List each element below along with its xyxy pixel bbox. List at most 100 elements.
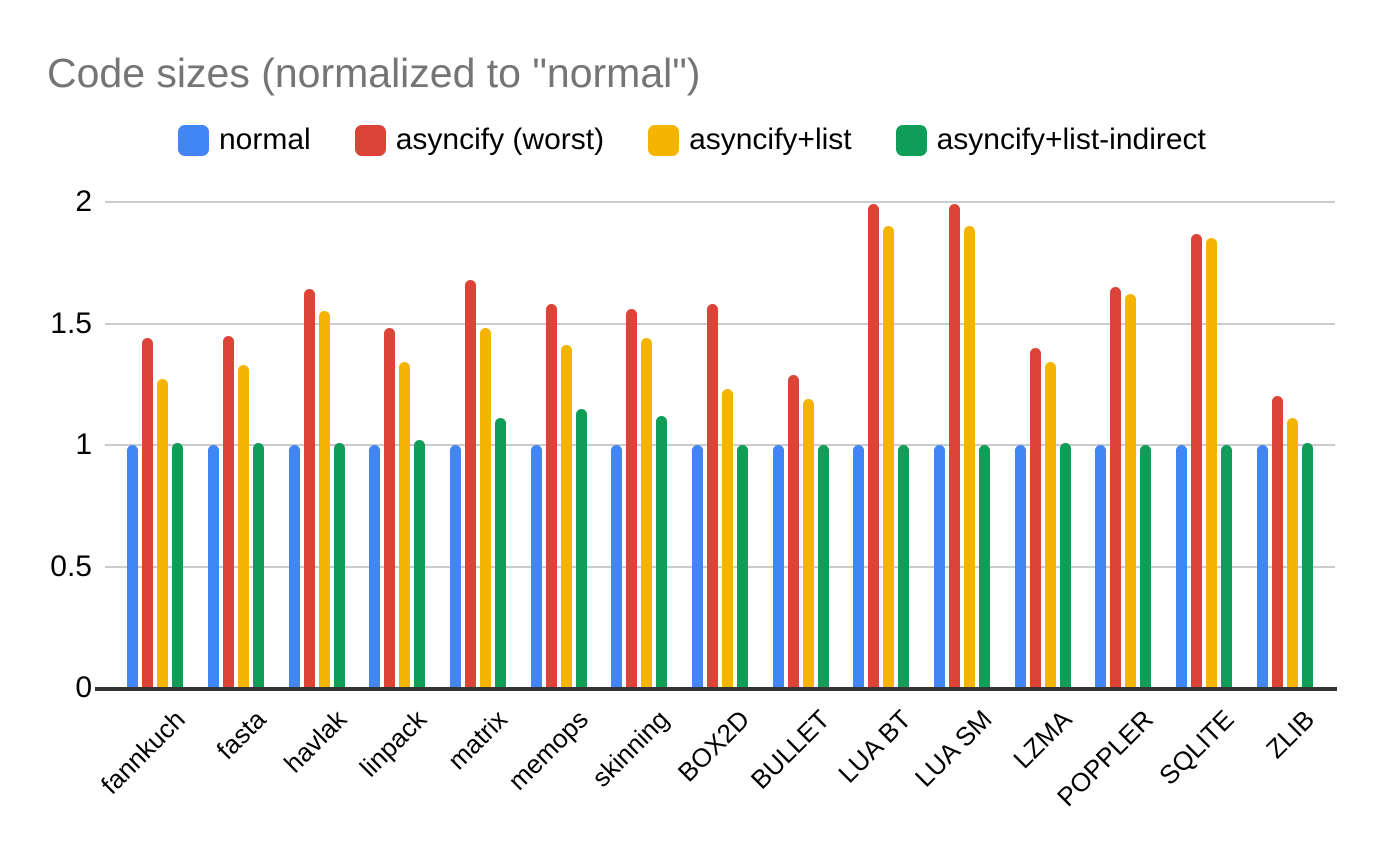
x-axis-category-label: memops: [502, 704, 594, 796]
bar-group: LUA BT: [832, 202, 922, 789]
x-axis-category-label: BULLET: [745, 704, 836, 795]
x-axis-category-label: fasta: [210, 704, 272, 766]
bar-asyncify+list-indirect: [817, 445, 829, 688]
legend-swatch-2: [354, 124, 386, 156]
bar-group: LZMA: [1002, 202, 1083, 774]
bar-asyncify+list: [1044, 362, 1056, 688]
bar-asyncify+list-indirect: [495, 418, 507, 688]
chart-title: Code sizes (normalized to "normal"): [47, 50, 701, 96]
bar-asyncify-worst-: [465, 279, 477, 688]
legend-label: normal: [219, 123, 311, 156]
bar-normal: [127, 445, 139, 688]
bar-normal: [772, 445, 784, 688]
gridline: [105, 565, 1335, 568]
bar-asyncify+list-indirect: [575, 408, 587, 688]
bar-asyncify+list: [1206, 238, 1218, 688]
bar-normal: [692, 445, 704, 688]
legend-label: asyncify+list: [689, 123, 852, 156]
x-axis-category-label: LZMA: [1007, 704, 1078, 775]
bar-asyncify+list: [480, 328, 492, 688]
bar-asyncify-worst-: [1110, 287, 1122, 688]
legend-item: normal: [178, 123, 311, 157]
bar-asyncify+list-indirect: [1059, 442, 1071, 688]
bar-asyncify+list-indirect: [1140, 445, 1152, 688]
y-axis-tick-label: 0: [75, 671, 92, 704]
bar-asyncify-worst-: [1029, 347, 1041, 688]
bar-asyncify+list-indirect: [656, 415, 668, 688]
bar-normal: [288, 445, 300, 688]
legend-item: asyncify (worst): [354, 123, 605, 157]
bar-asyncify-worst-: [384, 328, 396, 688]
bar-normal: [853, 445, 865, 688]
bar-groups: fannkuch fasta havlak linpack matrix memops sk…: [95, 202, 1325, 812]
bar-group: BULLET: [745, 202, 841, 795]
bar-asyncify-worst-: [142, 338, 154, 688]
bar-group: memops: [502, 202, 599, 796]
legend-swatch-3: [648, 124, 680, 156]
y-axis-tick-label: 1: [75, 428, 92, 461]
x-axis-category-label: havlak: [277, 704, 352, 779]
bar-normal: [450, 445, 462, 688]
gridline: [105, 444, 1335, 446]
bar-normal: [1014, 445, 1026, 688]
bar-asyncify+list: [722, 389, 734, 688]
bar-normal: [530, 445, 542, 688]
bar-asyncify+list: [1286, 418, 1298, 688]
x-axis-category-label: LUA BT: [832, 704, 917, 789]
x-axis-line: [95, 687, 1337, 691]
bar-asyncify-worst-: [223, 335, 234, 688]
bar-group: ZLIB: [1244, 202, 1325, 764]
bar-asyncify-worst-: [626, 308, 638, 688]
bar-normal: [1256, 445, 1268, 688]
x-axis-category-label: fannkuch: [94, 704, 191, 800]
bar-normal: [611, 445, 623, 688]
bar-group: LUA SM: [909, 202, 1003, 793]
bar-asyncify+list-indirect: [1221, 445, 1233, 688]
bar-asyncify-worst-: [868, 204, 880, 688]
bar-asyncify+list-indirect: [333, 442, 345, 688]
bar-asyncify+list-indirect: [898, 445, 910, 688]
bar-asyncify+list-indirect: [414, 440, 426, 688]
bar-asyncify+list-indirect: [979, 445, 991, 688]
bar-normal: [369, 445, 381, 688]
bar-asyncify+list-indirect: [737, 445, 749, 688]
bar-asyncify+list-indirect: [253, 442, 264, 688]
bar-asyncify+list: [560, 345, 572, 688]
x-axis-category-label: ZLIB: [1259, 704, 1320, 765]
bar-asyncify-worst-: [303, 289, 315, 688]
bar-asyncify+list: [318, 311, 330, 688]
bar-group: BOX2D: [672, 202, 761, 788]
bar-group: fannkuch: [95, 202, 196, 800]
gridline: [105, 201, 1335, 203]
bar-group: POPPLER: [1051, 202, 1164, 812]
bar-asyncify+list: [802, 398, 814, 688]
chart-legend: normal asyncify (worst) asyncify+list async…: [178, 123, 1206, 157]
bar-normal: [1176, 445, 1188, 688]
bar-asyncify+list: [964, 226, 976, 688]
bar-group: fasta: [196, 202, 277, 765]
bar-group: skinning: [586, 202, 680, 793]
x-axis-category-label: SQLITE: [1152, 704, 1240, 791]
bar-asyncify+list: [641, 338, 653, 688]
legend-swatch-1: [178, 124, 209, 156]
bar-asyncify-worst-: [1271, 396, 1283, 688]
bar-asyncify-worst-: [787, 374, 799, 688]
bar-asyncify-worst-: [949, 204, 961, 688]
bar-asyncify+list: [399, 362, 411, 688]
plot-area: 0 0.5 1 1.5 2 fannkuch fasta havlak linpack matri…: [50, 185, 1337, 812]
bar-group: matrix: [438, 202, 519, 775]
legend-item: asyncify+list-indirect: [895, 123, 1206, 157]
x-axis-category-label: skinning: [585, 704, 675, 793]
bar-normal: [1095, 445, 1107, 688]
legend-label: asyncify (worst): [395, 123, 605, 156]
bar-asyncify+list: [883, 226, 895, 688]
bar-asyncify-worst-: [1191, 233, 1203, 688]
y-axis-tick-label: 2: [75, 185, 92, 218]
x-axis-category-label: matrix: [441, 704, 514, 776]
legend-label: asyncify+list-indirect: [936, 123, 1206, 156]
bar-normal: [934, 445, 946, 688]
bar-asyncify+list-indirect: [172, 442, 184, 688]
bar-asyncify+list-indirect: [1301, 442, 1313, 688]
bar-group: linpack: [354, 202, 438, 782]
